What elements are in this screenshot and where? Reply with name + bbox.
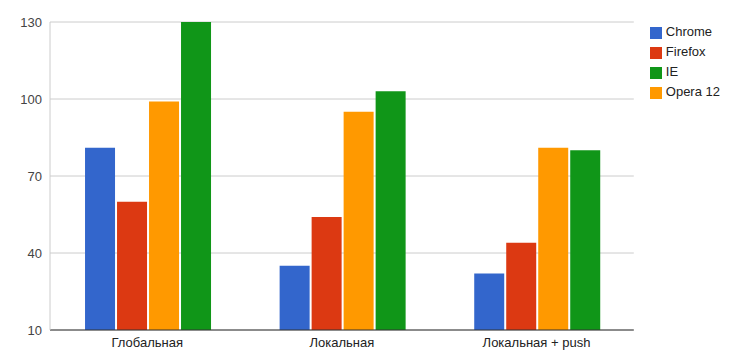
svg-text:Локальная: Локальная	[310, 335, 375, 350]
svg-text:130: 130	[20, 15, 42, 30]
html-text:IE: IE	[665, 64, 679, 79]
html-text:Chrome: Chrome	[665, 24, 712, 39]
html-text:Opera 12: Opera 12	[665, 84, 720, 99]
html-text:Firefox: Firefox	[665, 44, 706, 59]
svg-text:Локальная + push: Локальная + push	[483, 335, 591, 350]
svg-text:70: 70	[28, 169, 42, 184]
svg-text:40: 40	[28, 246, 42, 261]
svg-text:10: 10	[28, 323, 42, 338]
svg-text:Глобальная: Глобальная	[112, 335, 183, 350]
svg-text:100: 100	[20, 92, 42, 107]
